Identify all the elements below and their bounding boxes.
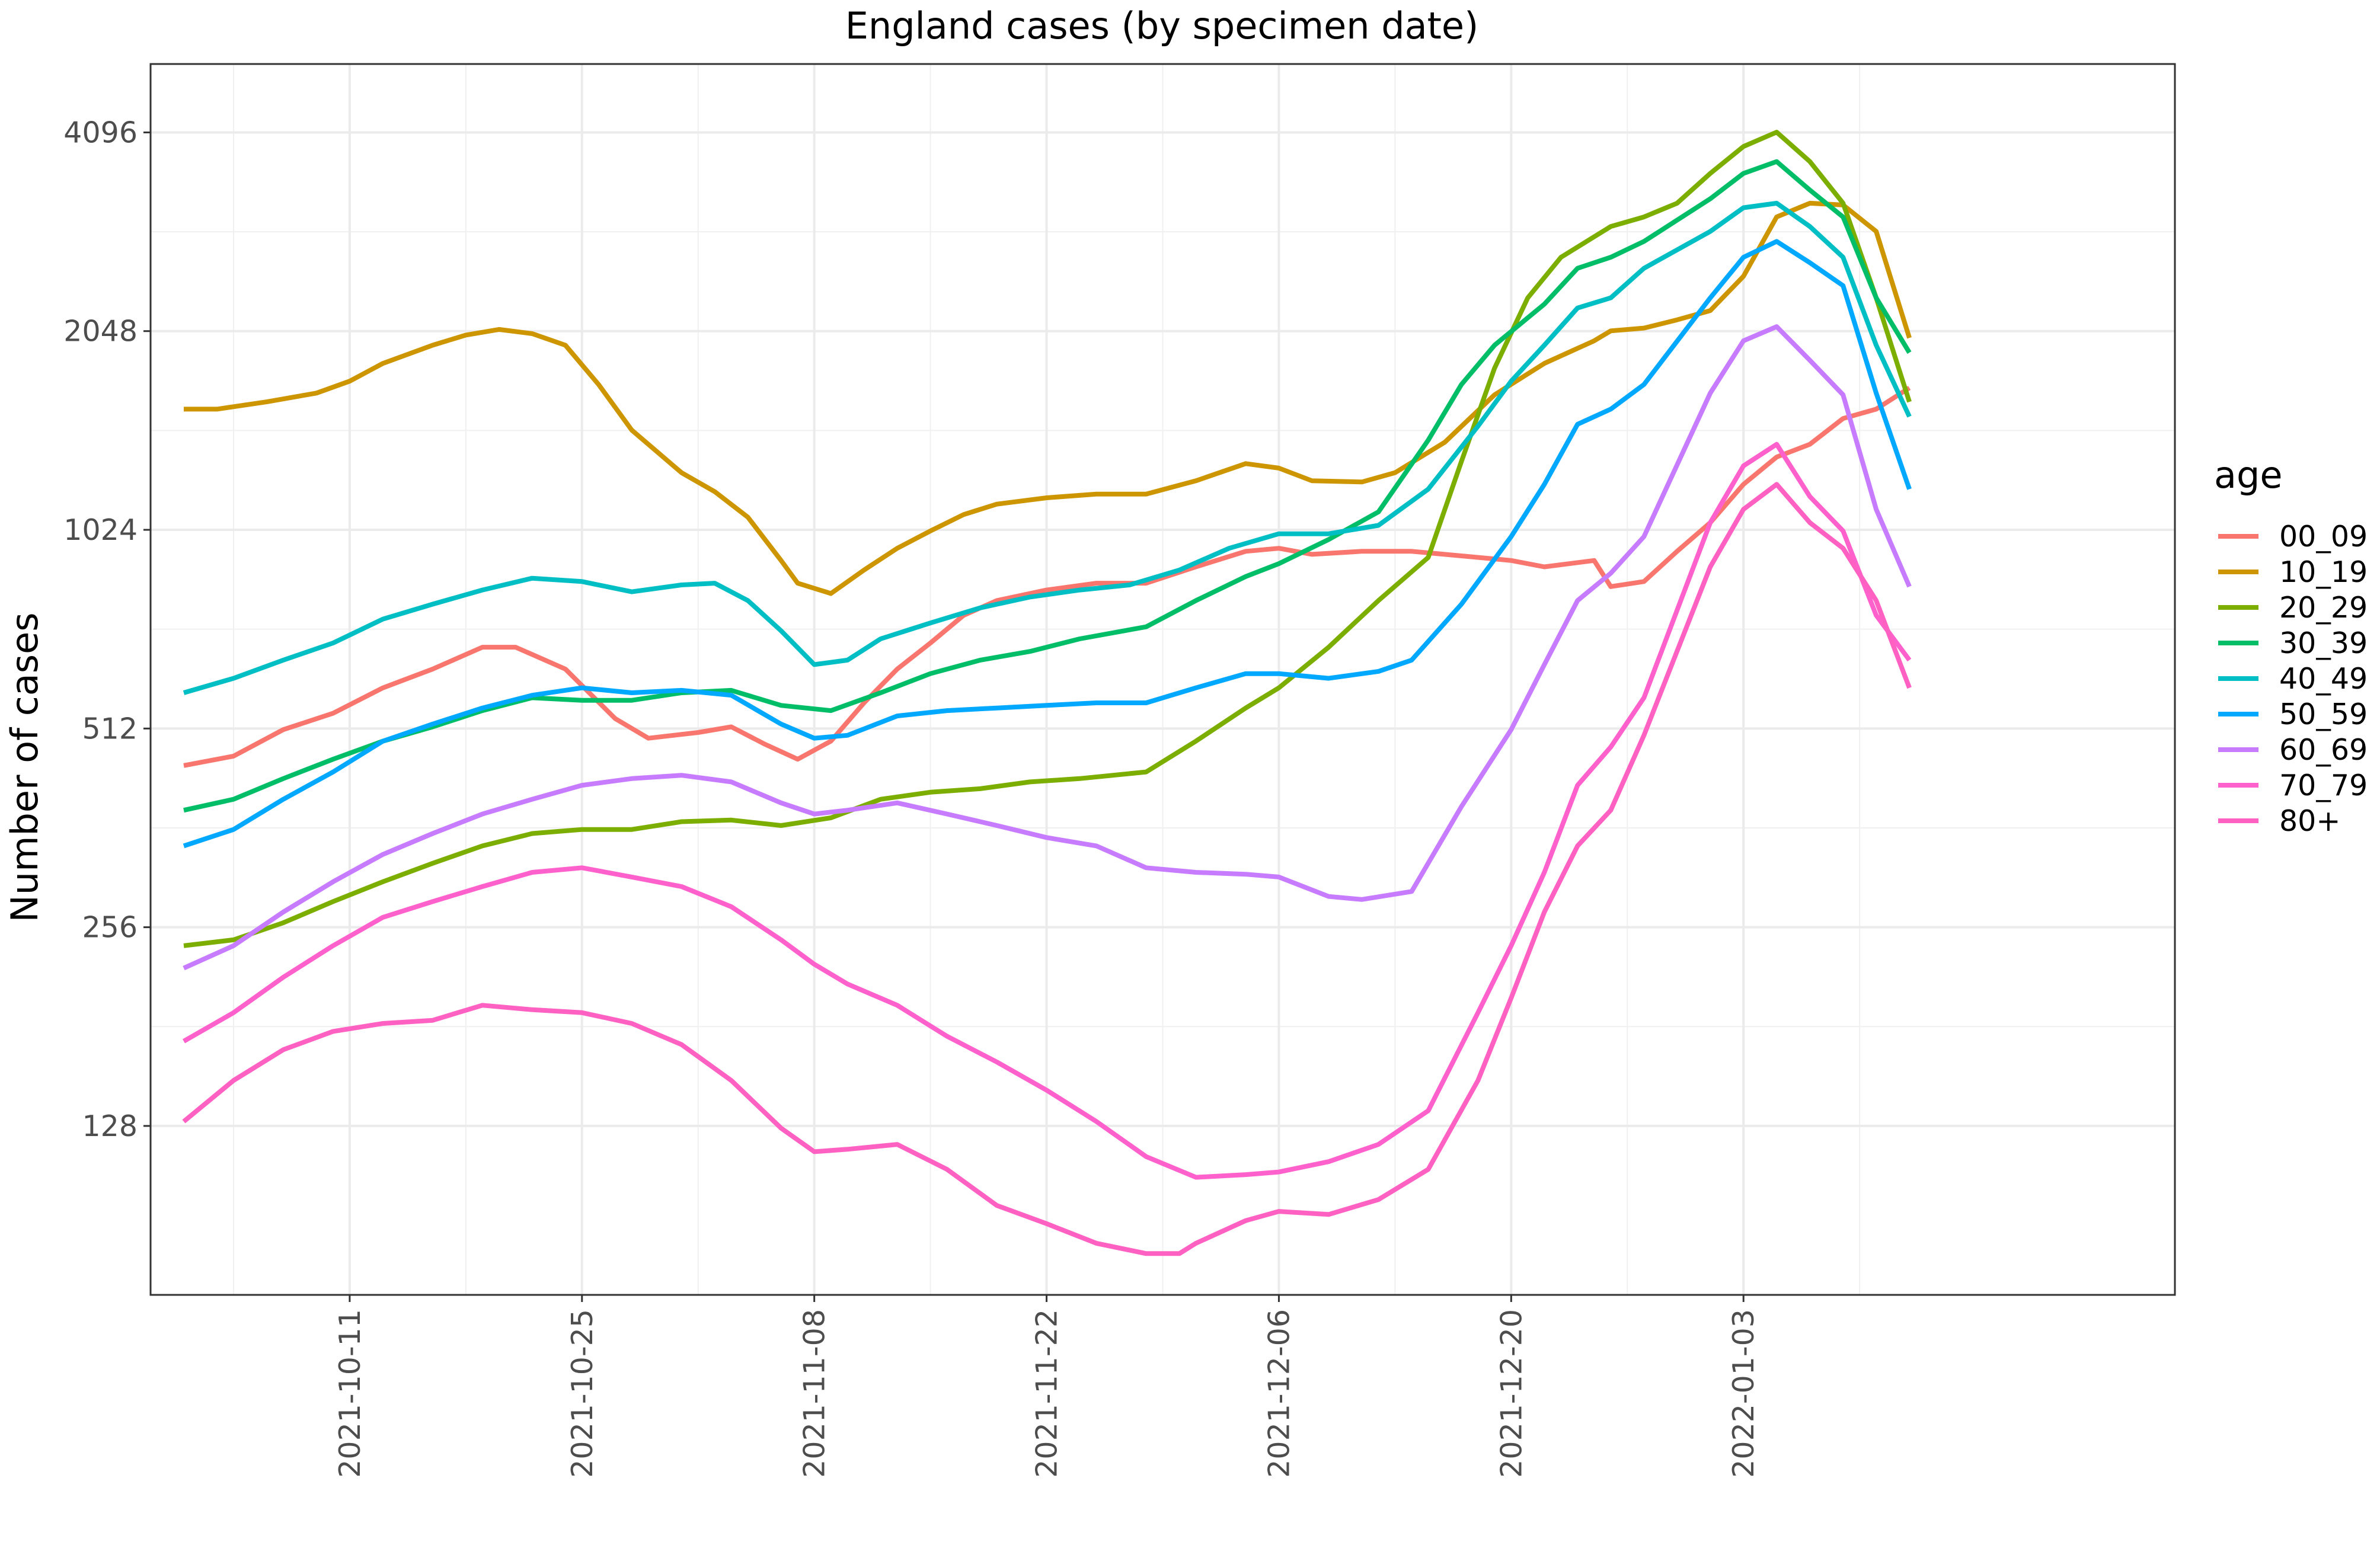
legend-item-40_49: 40_49 [2218, 662, 2368, 696]
x-tick-label: 2022-01-03 [1727, 1309, 1761, 1478]
legend-item-70_79: 70_79 [2218, 769, 2368, 802]
plot-border [149, 63, 2176, 1296]
legend-label: 50_59 [2279, 698, 2368, 731]
y-tick-label: 256 [82, 911, 138, 945]
legend-label: 60_69 [2279, 733, 2368, 767]
y-axis-label: Number of cases [3, 612, 46, 922]
y-tick-label: 1024 [63, 513, 138, 547]
y-tick-label: 128 [82, 1109, 138, 1143]
y-tick-label: 512 [82, 712, 138, 746]
x-tick-label: 2021-12-20 [1494, 1309, 1528, 1478]
x-tick-label: 2021-10-25 [566, 1309, 599, 1478]
legend-item-10_19: 10_19 [2218, 555, 2368, 589]
legend: age 00_0910_1920_2930_3940_4950_5960_697… [2214, 453, 2368, 838]
legend-items: 00_0910_1920_2930_3940_4950_5960_6970_79… [2218, 520, 2368, 838]
legend-item-60_69: 60_69 [2218, 733, 2368, 767]
legend-label: 00_09 [2279, 520, 2368, 554]
x-tick-label: 2021-11-08 [798, 1309, 832, 1478]
legend-title: age [2214, 453, 2283, 497]
legend-label: 80+ [2279, 804, 2340, 838]
legend-label: 40_49 [2279, 662, 2368, 696]
legend-item-20_29: 20_29 [2218, 591, 2368, 625]
series-line-10_19 [184, 200, 1912, 596]
legend-label: 20_29 [2279, 591, 2368, 625]
legend-label: 10_19 [2279, 555, 2368, 589]
axis-layer: 128 256 512 1024 2048 4096 2021-10-11 2021-10-2… [63, 116, 1761, 1477]
series-line-40_49 [183, 200, 1912, 695]
x-tick-label: 2021-12-06 [1262, 1309, 1296, 1478]
y-tick-label: 2048 [63, 315, 138, 348]
series-line-50_59 [183, 239, 1912, 849]
legend-label: 30_39 [2279, 626, 2368, 660]
x-tick-label: 2021-10-11 [333, 1309, 367, 1478]
series-line-30_39 [183, 159, 1912, 813]
y-tick-label: 4096 [63, 116, 138, 149]
series-line-80+ [182, 482, 1912, 1256]
grid-layer [151, 64, 2175, 1295]
legend-item-30_39: 30_39 [2218, 626, 2368, 660]
series-layer [182, 130, 1912, 1256]
legend-item-80+: 80+ [2218, 804, 2340, 838]
series-line-60_69 [183, 324, 1912, 971]
series-line-70_79 [183, 442, 1912, 1180]
legend-item-00_09: 00_09 [2218, 520, 2368, 554]
series-line-00_09 [183, 386, 1911, 768]
series-line-20_29 [183, 130, 1912, 948]
legend-item-50_59: 50_59 [2218, 698, 2368, 731]
legend-label: 70_79 [2279, 769, 2368, 802]
chart-title: England cases (by specimen date) [845, 4, 1479, 47]
x-tick-label: 2021-11-22 [1030, 1309, 1064, 1478]
